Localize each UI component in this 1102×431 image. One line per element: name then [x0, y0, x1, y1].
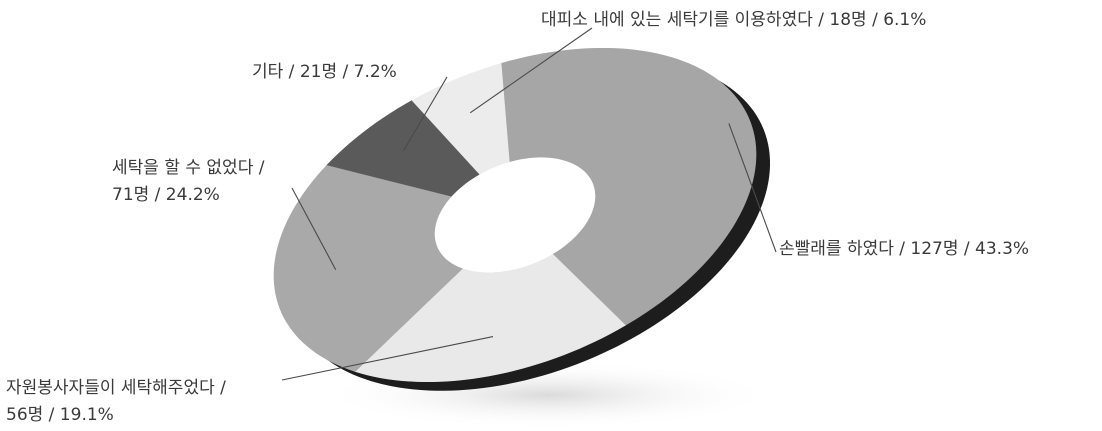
leader-line-3 [402, 76, 448, 152]
leader-line-0 [728, 123, 777, 253]
slice-label-unable: 세탁을 할 수 없었다 / 71명 / 24.2% [112, 155, 264, 209]
slice-label-shelter-washer: 대피소 내에 있는 세탁기를 이용하였다 / 18명 / 6.1% [541, 10, 927, 30]
slice-label-volunteer: 자원봉사자들이 세탁해주었다 / 56명 / 19.1% [6, 375, 226, 429]
leader-line-2 [291, 187, 337, 270]
donut-hole [434, 157, 596, 273]
leader-line-1 [281, 336, 494, 381]
slice-label-unable-line1: 세탁을 할 수 없었다 / [112, 158, 265, 178]
slice-4 [411, 63, 510, 175]
slice-label-other: 기타 / 21명 / 7.2% [252, 62, 397, 82]
slice-label-unable-line2: 71명 / 24.2% [112, 185, 220, 205]
slice-label-volunteer-line2: 56명 / 19.1% [6, 405, 114, 425]
slice-label-handwash: 손빨래를 하였다 / 127명 / 43.3% [779, 239, 1030, 259]
leader-line-4 [469, 27, 593, 114]
slice-label-volunteer-line1: 자원봉사자들이 세탁해주었다 / [6, 378, 226, 398]
